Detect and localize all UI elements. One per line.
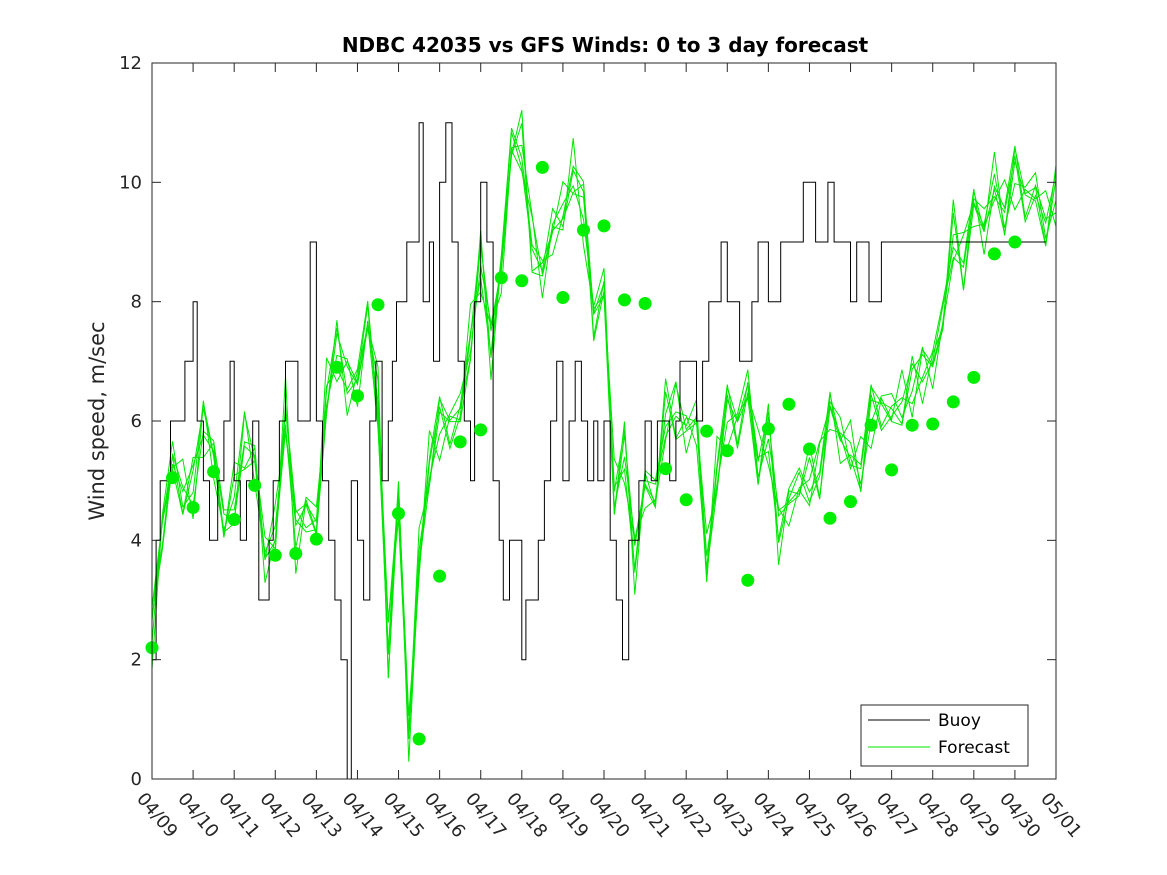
forecast-point [556,291,570,304]
legend: Buoy Forecast [860,704,1029,767]
forecast-point [885,463,899,477]
forecast-point [720,444,734,458]
y-axis-label: Wind speed, m/sec [85,321,109,520]
y-tick-label: 8 [131,292,142,313]
forecast-point [987,247,1001,261]
forecast-point [659,462,673,476]
forecast-point [371,298,385,312]
forecast-point [392,507,405,520]
forecast-point [207,465,221,479]
forecast-point [741,573,755,587]
y-tick-label: 10 [119,172,142,193]
forecast-point [761,422,775,436]
forecast-point [700,424,714,438]
forecast-point [412,732,426,746]
forecast-point [248,478,262,492]
forecast-point [1008,235,1022,249]
forecast-point [309,532,323,546]
forecast-point [289,547,303,560]
forecast-point [474,423,488,437]
forecast-point [186,501,200,514]
legend-forecast-label: Forecast [938,738,1010,758]
chart-title: NDBC 42035 vs GFS Winds: 0 to 3 day fore… [342,33,869,57]
forecast-point [453,435,467,449]
forecast-point [330,360,344,374]
forecast-point [679,493,693,507]
forecast-point [905,418,919,432]
forecast-point [577,223,590,237]
forecast-point [166,471,179,485]
y-tick-label: 4 [131,530,142,551]
forecast-point [494,271,508,285]
y-tick-label: 6 [131,411,142,432]
y-tick-label: 0 [131,769,142,790]
forecast-point [864,418,878,432]
forecast-point [844,495,857,509]
forecast-point [638,297,652,310]
forecast-point [782,397,796,411]
forecast-point [535,160,549,174]
forecast-point [926,417,940,431]
forecast-point [351,389,364,403]
forecast-point [515,274,529,288]
forecast-point [433,569,447,583]
forecast-line [151,144,1057,732]
forecast-point [268,548,282,562]
forecast-point [618,293,631,307]
series-layer [145,109,1057,780]
forecast-point [967,370,981,384]
y-tick-label: 2 [131,650,142,671]
legend-box [860,704,1029,767]
forecast-point [803,442,816,456]
legend-buoy-label: Buoy [938,711,981,731]
y-tick-label: 12 [119,53,142,74]
forecast-point [946,395,960,409]
forecast-point [823,511,837,525]
buoy-line [152,122,1046,780]
forecast-point [597,219,611,233]
forecast-point [227,513,241,526]
forecast-line [151,109,1057,738]
